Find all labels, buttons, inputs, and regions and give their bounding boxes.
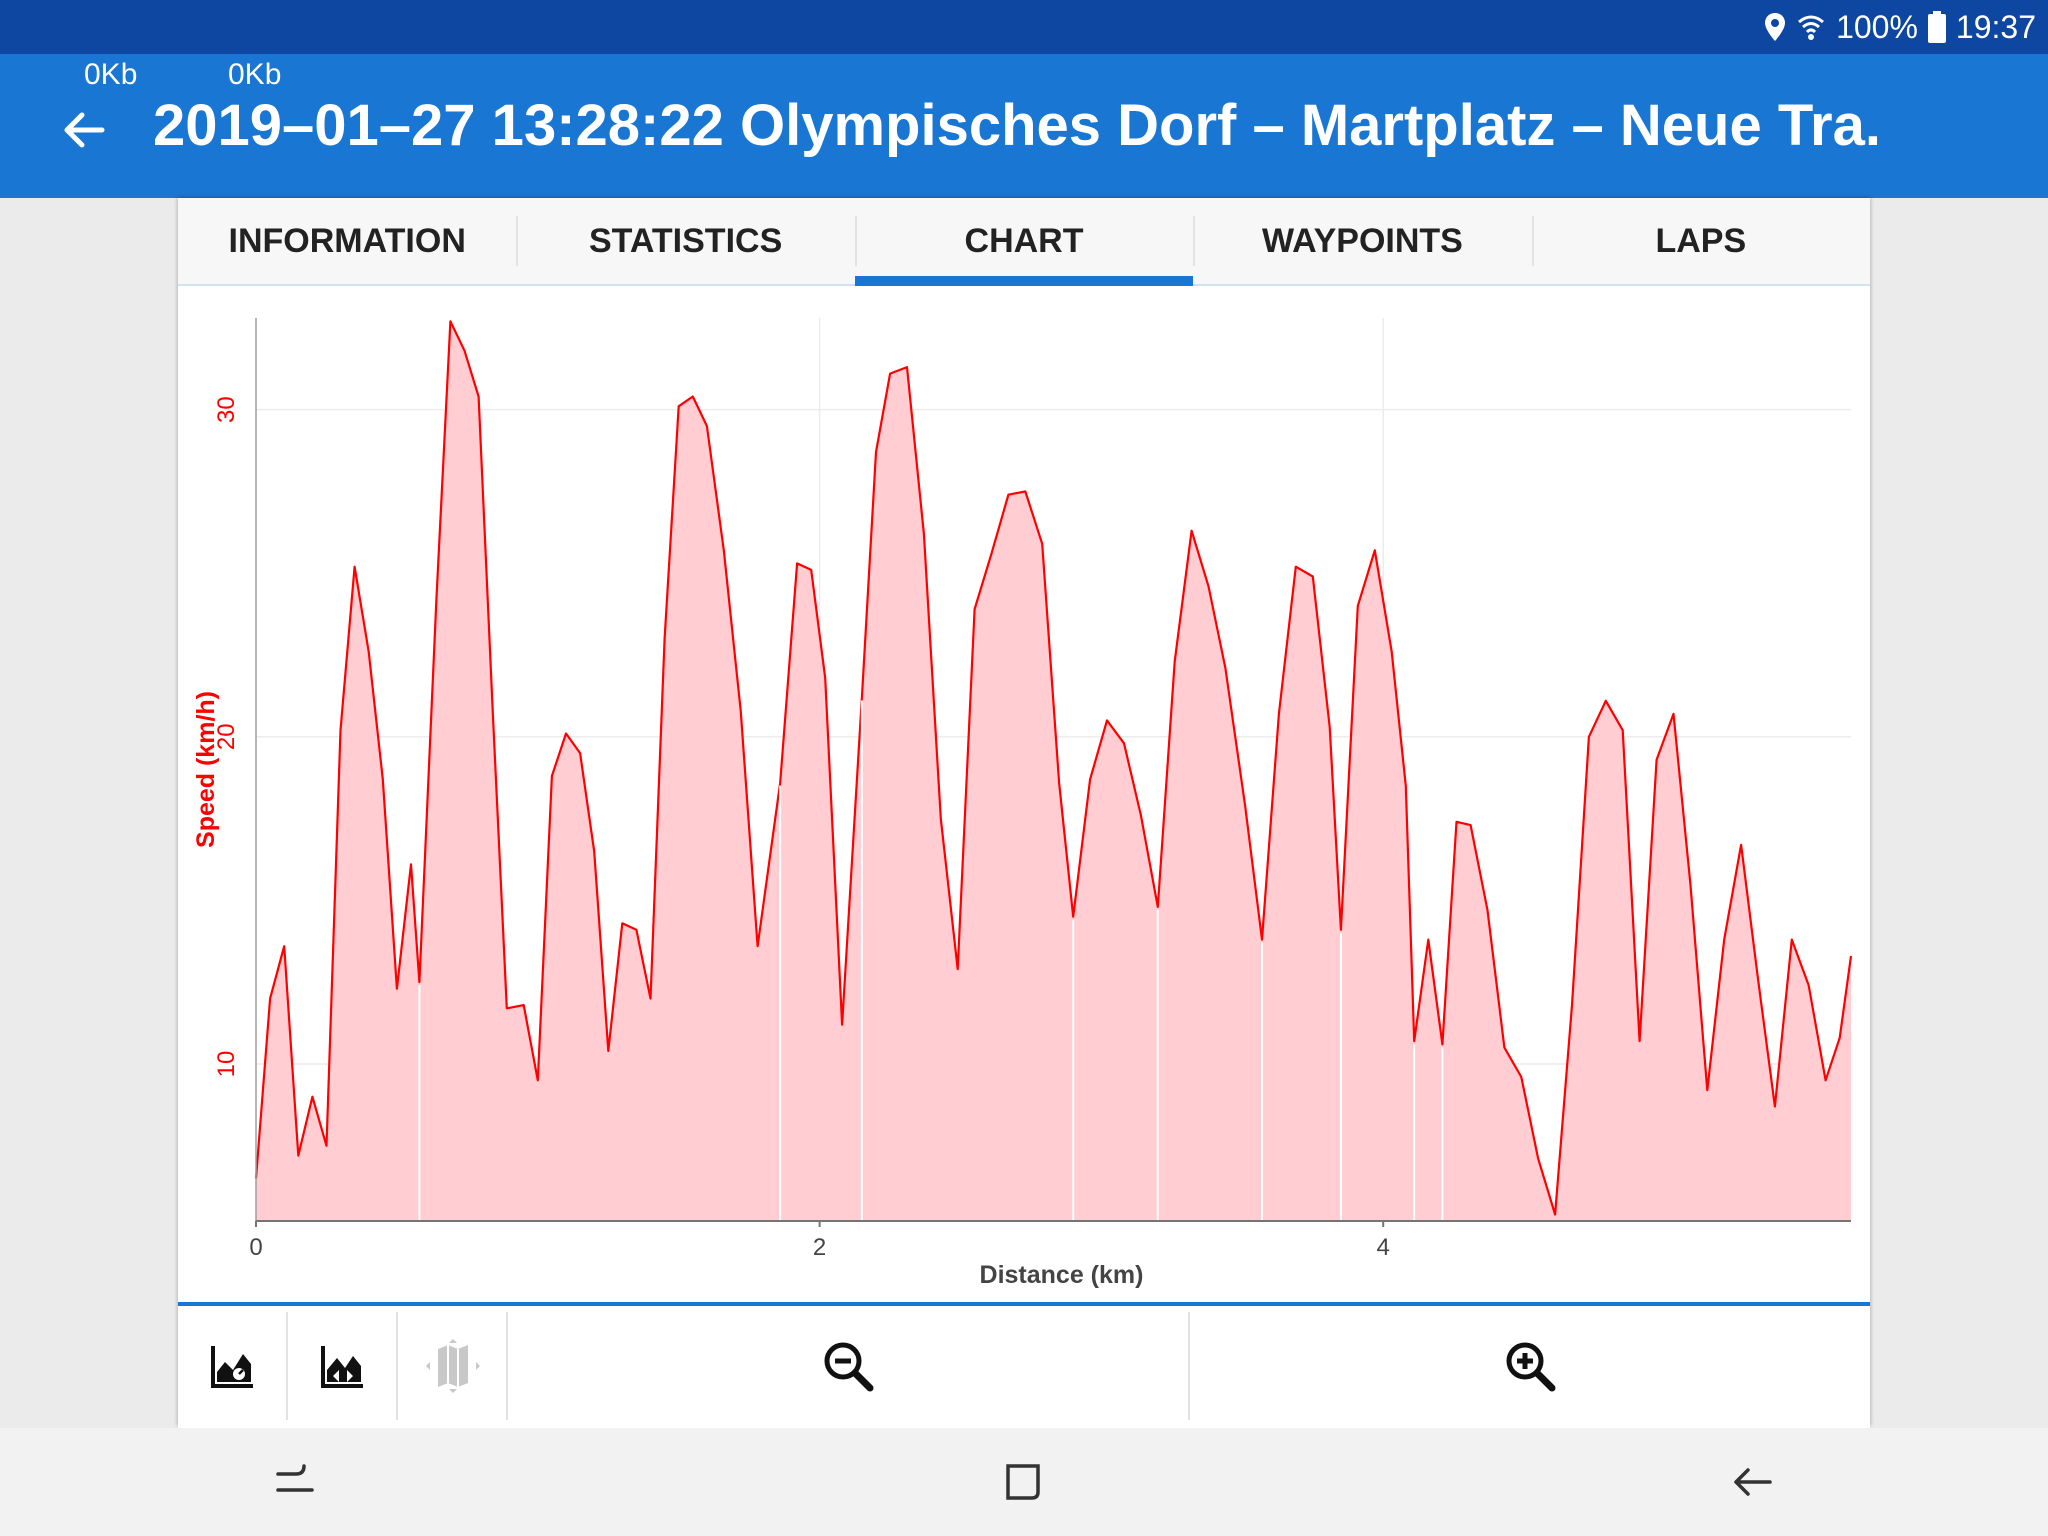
wifi-icon xyxy=(1798,15,1825,40)
chart-elevation-button[interactable] xyxy=(288,1306,398,1426)
tab-information[interactable]: INFORMATION xyxy=(178,198,516,284)
tab-label: WAYPOINTS xyxy=(1261,221,1463,260)
chart-speed-button[interactable] xyxy=(178,1306,288,1426)
recent-apps-icon[interactable] xyxy=(266,1452,326,1512)
y-axis-title: Speed (km/h) xyxy=(192,691,220,848)
back-arrow-icon[interactable] xyxy=(54,100,114,160)
track-details-card: INFORMATION STATISTICS CHART WAYPOINTS L… xyxy=(178,198,1870,1430)
x-tick-label: 2 xyxy=(813,1234,826,1261)
y-tick-label: 10 xyxy=(213,1051,240,1078)
zoom-in-button[interactable] xyxy=(1190,1306,1870,1426)
zoom-out-button[interactable] xyxy=(508,1306,1188,1426)
back-icon[interactable] xyxy=(1722,1452,1782,1512)
chart-axes xyxy=(255,318,1851,1227)
map-button[interactable] xyxy=(398,1306,508,1426)
location-icon xyxy=(1765,13,1786,41)
tab-statistics[interactable]: STATISTICS xyxy=(516,198,854,284)
tab-label: STATISTICS xyxy=(588,221,783,260)
battery-icon xyxy=(1927,11,1946,43)
status-indicators: 100% 19:37 xyxy=(1764,0,2036,54)
tab-label: INFORMATION xyxy=(228,221,466,260)
chart-area xyxy=(254,320,1853,1221)
tab-laps[interactable]: LAPS xyxy=(1531,198,1870,284)
chart-elevation-icon xyxy=(321,1346,363,1388)
battery-percentage: 100% xyxy=(1836,8,1918,45)
zoom-out-icon xyxy=(824,1342,874,1392)
x-axis-title: Distance (km) xyxy=(980,1261,1144,1289)
upload-speed: 0Kb xyxy=(228,58,282,91)
y-tick-label: 30 xyxy=(213,396,240,423)
speed-area-fill xyxy=(256,321,1851,1221)
tab-bar: INFORMATION STATISTICS CHART WAYPOINTS L… xyxy=(178,198,1870,286)
clock: 19:37 xyxy=(1955,8,2036,45)
navigation-bar xyxy=(0,1428,2048,1536)
speed-chart[interactable]: 0 2 4 10 20 30 Distance (km) Speed (km/h) xyxy=(178,286,1870,1300)
map-icon xyxy=(426,1339,480,1393)
page-title: 2019–01–27 13:28:22 Olympisches Dorf – M… xyxy=(153,93,1881,158)
download-speed: 0Kb xyxy=(84,58,138,91)
y-tick-label: 20 xyxy=(213,723,240,750)
chart-toolbar xyxy=(178,1302,1870,1430)
zoom-in-icon xyxy=(1506,1342,1556,1392)
x-tick-label: 4 xyxy=(1377,1234,1390,1261)
tab-label: CHART xyxy=(964,221,1084,260)
x-tick-label: 0 xyxy=(249,1234,262,1261)
status-bar: 100% 19:37 xyxy=(0,0,2048,54)
tab-label: LAPS xyxy=(1655,221,1747,260)
speed-series-line xyxy=(254,320,1853,1216)
tab-chart[interactable]: CHART xyxy=(854,198,1194,286)
tab-waypoints[interactable]: WAYPOINTS xyxy=(1193,198,1531,284)
chart-speed-icon xyxy=(211,1346,253,1388)
home-icon[interactable] xyxy=(994,1452,1054,1512)
chart-labels: 0 2 4 10 20 30 Distance (km) Speed (km/h) xyxy=(192,396,1390,1289)
app-bar: 0Kb 0Kb 2019–01–27 13:28:22 Olympisches … xyxy=(0,54,2048,198)
